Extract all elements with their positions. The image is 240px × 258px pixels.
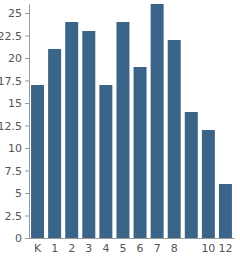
x-axis: K123456781012 — [30, 238, 235, 255]
y-tick-mark — [25, 216, 29, 217]
bar — [82, 31, 95, 238]
x-tick-label: 2 — [68, 242, 75, 255]
y-tick-mark — [25, 171, 29, 172]
y-tick-label: 25 — [8, 7, 22, 20]
chart: 02.557.51012.51517.52022.525K12345678101… — [0, 0, 240, 258]
y-tick: 2.5 — [5, 210, 30, 223]
x-tick-label: 3 — [85, 242, 92, 255]
x-tick-label: 6 — [137, 242, 144, 255]
bar — [185, 112, 198, 238]
y-tick-label: 5 — [15, 187, 22, 200]
y-tick: 12.5 — [0, 120, 29, 133]
x-tick: 1 — [51, 238, 58, 255]
x-tick: 12 — [218, 238, 232, 255]
y-tick-mark — [25, 238, 29, 239]
y-tick-label: 15 — [8, 97, 22, 110]
y-tick-mark — [25, 126, 29, 127]
y-tick-label: 22.5 — [0, 30, 22, 43]
x-tick: 8 — [171, 238, 178, 255]
x-tick-label: 12 — [218, 242, 232, 255]
bar — [151, 4, 164, 238]
y-axis: 0 2.5 5 7.5 10 12.5 15 17.5 20 22.5 25 — [0, 5, 30, 246]
x-tick-label: K — [34, 242, 42, 255]
x-tick-label: 1 — [51, 242, 58, 255]
x-tick: 2 — [68, 238, 75, 255]
x-tick-label: 8 — [171, 242, 178, 255]
y-tick: 7.5 — [5, 165, 30, 178]
y-tick: 0 — [15, 232, 29, 245]
x-tick-label: 4 — [102, 242, 109, 255]
y-tick-label: 0 — [15, 232, 22, 245]
y-tick-label: 2.5 — [5, 210, 23, 223]
x-tick: 10 — [201, 238, 215, 255]
x-axis-line — [30, 238, 235, 239]
y-tick-label: 20 — [8, 52, 22, 65]
bar — [219, 184, 232, 238]
y-tick: 25 — [8, 7, 29, 20]
y-tick: 22.5 — [0, 30, 29, 43]
y-tick: 15 — [8, 97, 29, 110]
x-tick: 3 — [85, 238, 92, 255]
y-tick: 17.5 — [0, 75, 29, 88]
plot: 02.557.51012.51517.52022.525K12345678101… — [0, 4, 235, 255]
bar — [65, 22, 78, 238]
y-tick-label: 10 — [8, 142, 22, 155]
y-tick-label: 12.5 — [0, 120, 22, 133]
x-tick: 7 — [154, 238, 161, 255]
y-tick-mark — [25, 81, 29, 82]
bar — [134, 67, 147, 238]
bar — [116, 22, 129, 238]
y-tick-mark — [25, 148, 29, 149]
y-tick: 10 — [8, 142, 29, 155]
bar — [202, 130, 215, 238]
bar — [48, 49, 61, 238]
y-tick-mark — [25, 36, 29, 37]
bar — [31, 85, 44, 238]
y-tick-mark — [25, 103, 29, 104]
y-tick: 20 — [8, 52, 29, 65]
x-tick-label: 5 — [119, 242, 126, 255]
y-tick: 5 — [15, 187, 29, 200]
x-tick: 5 — [119, 238, 126, 255]
y-axis-line — [29, 5, 30, 239]
x-tick: K — [34, 238, 42, 255]
y-tick-mark — [25, 193, 29, 194]
bar — [168, 40, 181, 238]
x-tick-label: 10 — [201, 242, 215, 255]
y-tick-mark — [25, 58, 29, 59]
x-tick: 6 — [137, 238, 144, 255]
bars — [31, 4, 232, 238]
x-tick-label: 7 — [154, 242, 161, 255]
x-tick: 4 — [102, 238, 109, 255]
y-tick-mark — [25, 13, 29, 14]
y-tick-label: 7.5 — [5, 165, 23, 178]
bar — [99, 85, 112, 238]
y-tick-label: 17.5 — [0, 75, 22, 88]
